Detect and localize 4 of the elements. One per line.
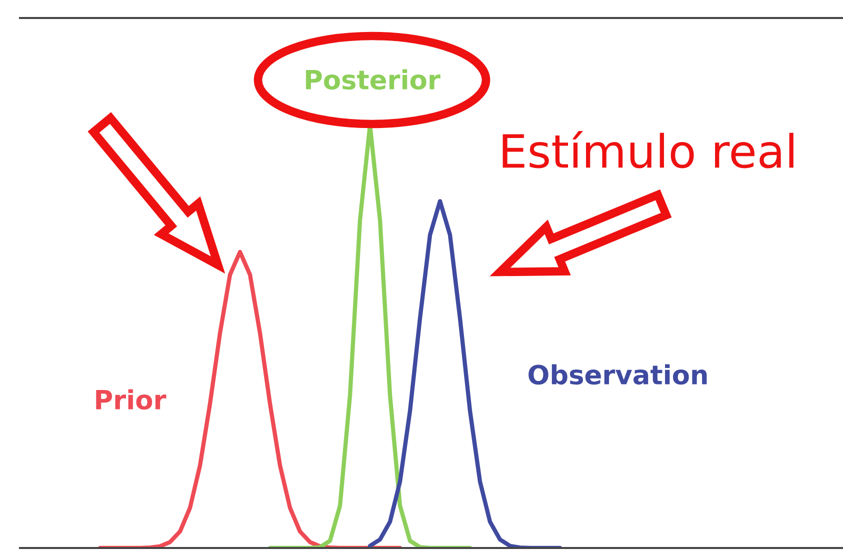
annotation: Estímulo real [502,130,794,168]
text: Observation [528,364,707,385]
series-label: Posterior [306,69,440,90]
series-label: Prior [96,389,166,410]
